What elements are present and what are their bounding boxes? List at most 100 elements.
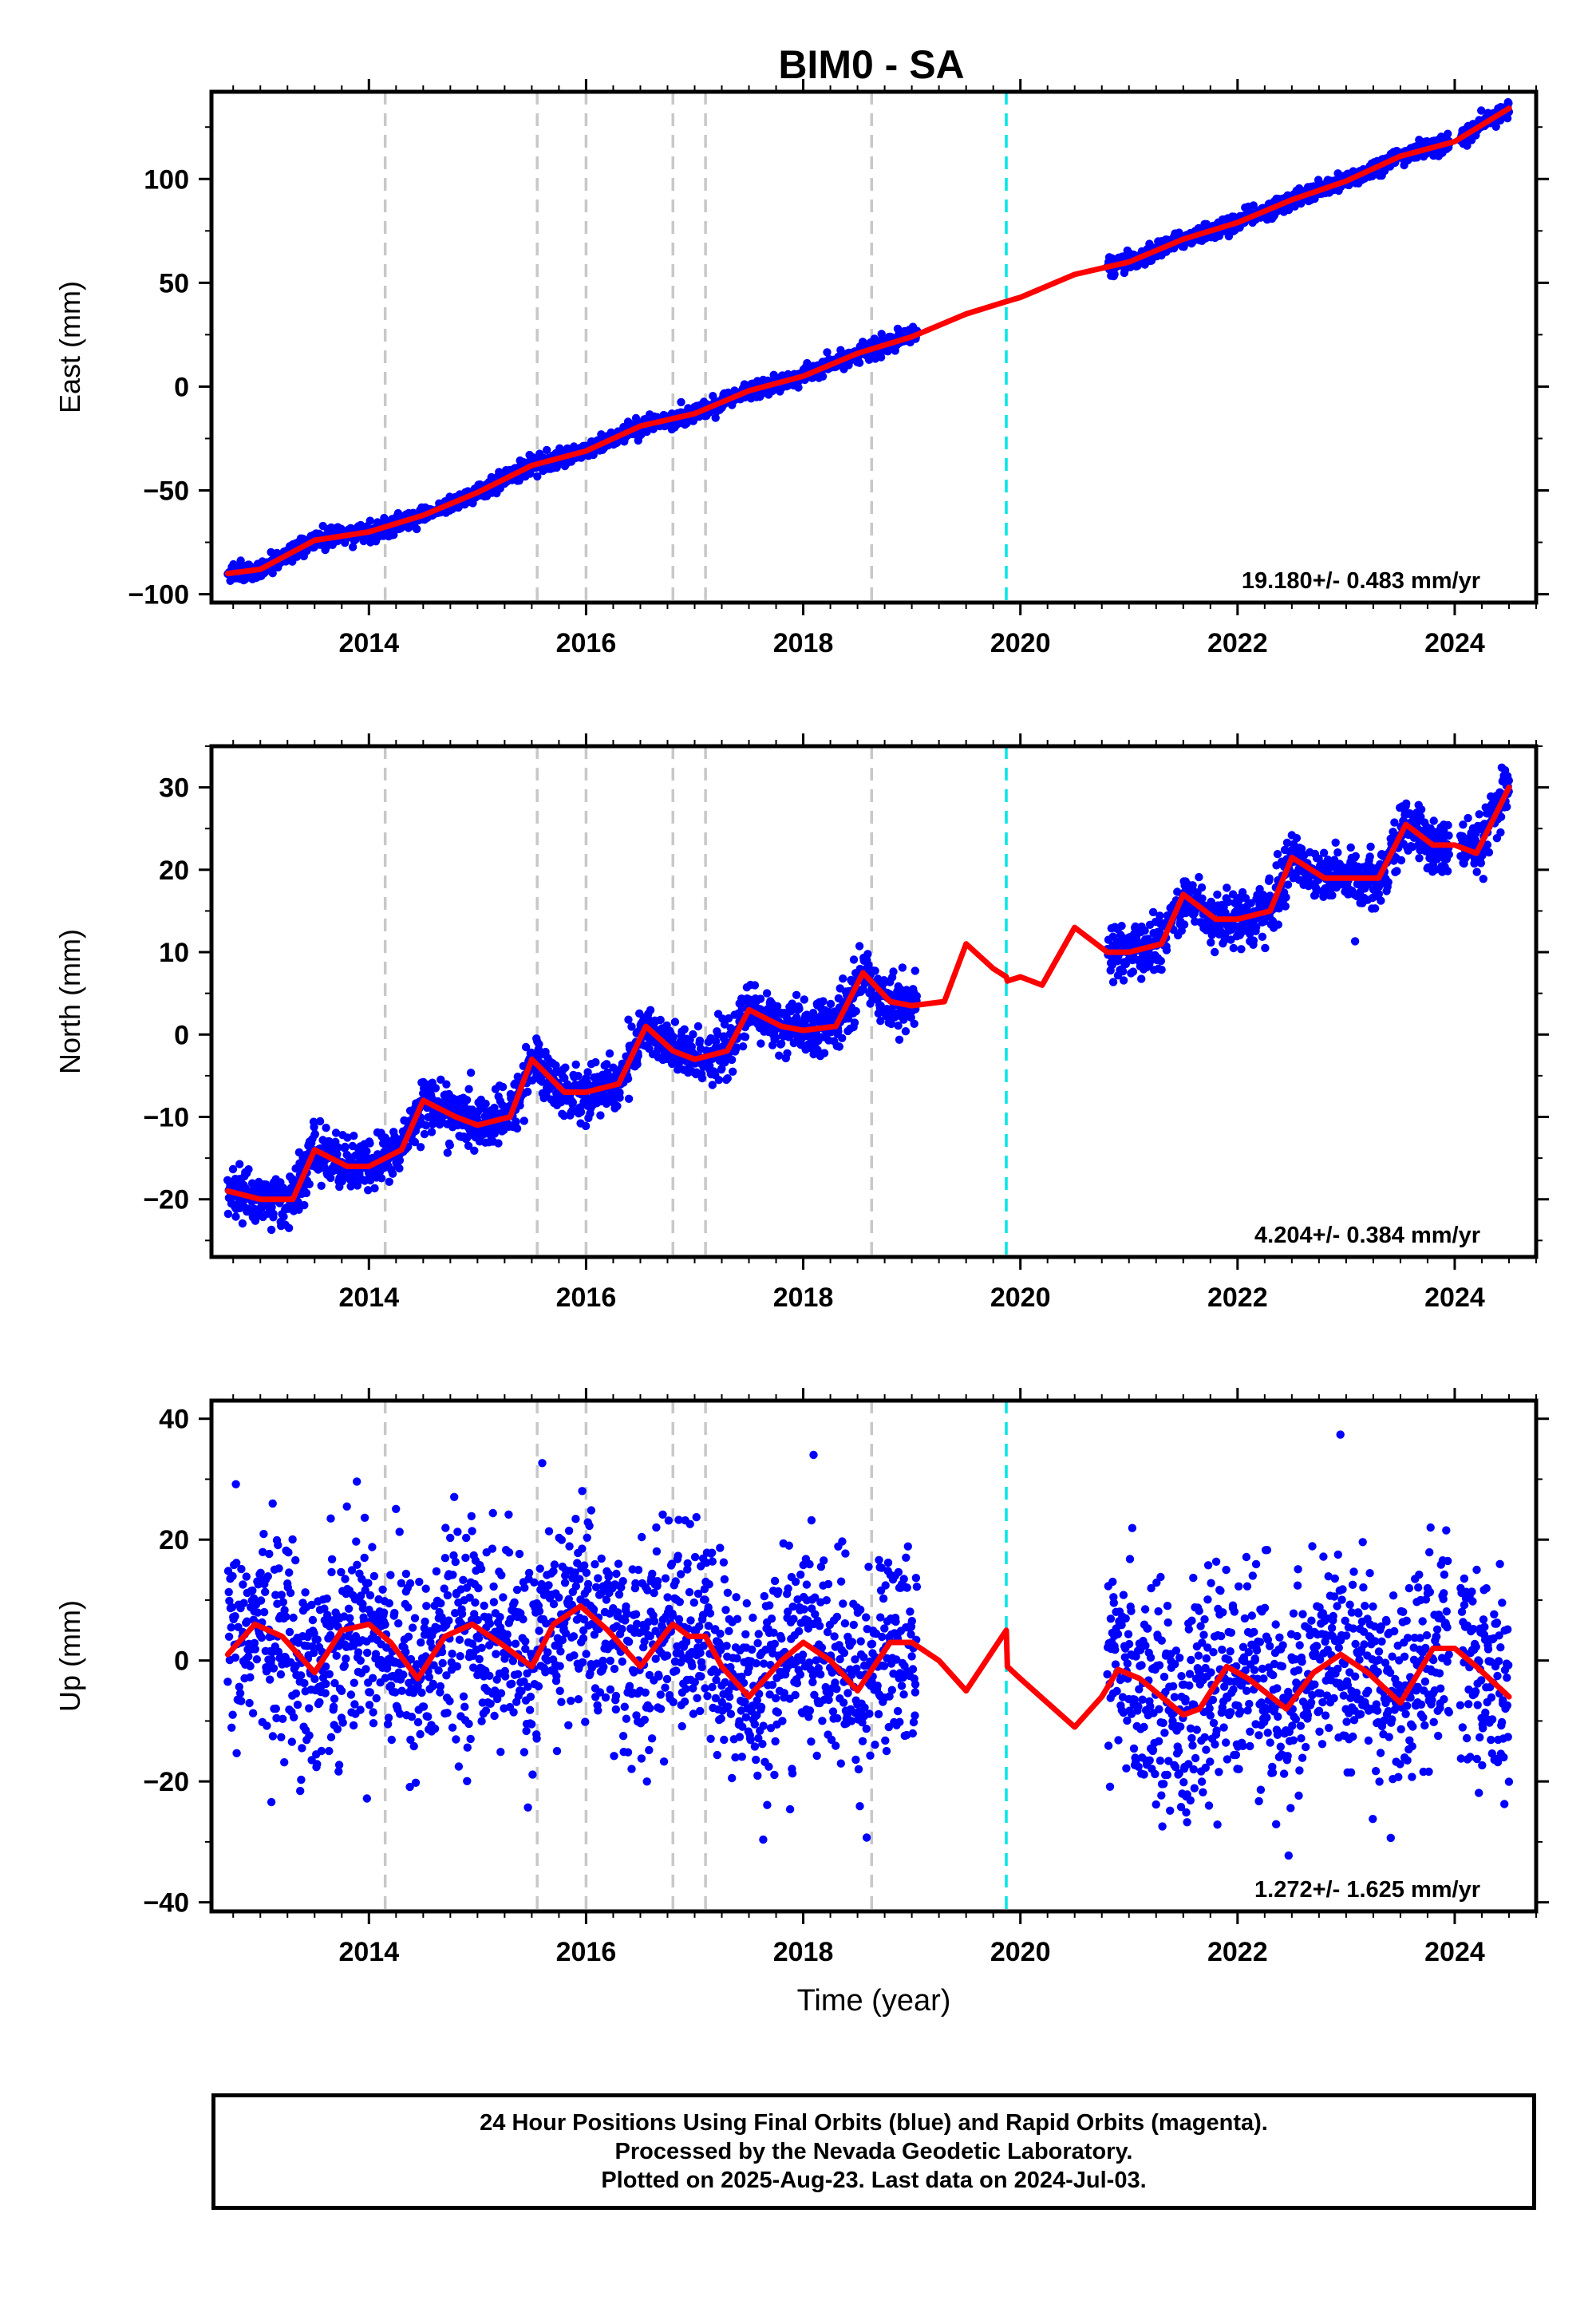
data-point	[1503, 114, 1512, 123]
data-point	[1365, 852, 1374, 861]
data-point	[364, 1186, 373, 1195]
data-point	[533, 472, 542, 481]
data-point	[1197, 883, 1207, 892]
data-point	[464, 1085, 473, 1093]
data-point	[1314, 854, 1323, 864]
data-point	[1221, 908, 1230, 917]
data-point	[1283, 880, 1293, 889]
data-point	[1333, 848, 1342, 857]
data-point	[732, 1043, 741, 1052]
data-point	[464, 1141, 473, 1151]
data-point	[437, 1075, 445, 1085]
data-point	[850, 1018, 859, 1027]
data-point	[1223, 883, 1231, 892]
data-point	[395, 1156, 405, 1165]
data-point	[901, 1027, 911, 1036]
data-point	[512, 1117, 520, 1126]
y-tick-label-50: 50	[159, 268, 189, 298]
data-point	[1258, 932, 1267, 942]
data-point	[596, 1111, 605, 1120]
data-point	[1140, 927, 1149, 935]
data-point	[624, 1015, 633, 1024]
data-point	[341, 1142, 350, 1152]
data-point	[826, 999, 836, 1009]
data-point	[709, 392, 717, 401]
data-point	[714, 1076, 723, 1085]
data-point	[442, 1080, 451, 1089]
model-fit-line	[224, 105, 1512, 577]
data-point	[1137, 974, 1146, 983]
data-point	[1162, 946, 1171, 954]
y-tick-label-0: 0	[174, 372, 189, 402]
data-point	[677, 397, 685, 407]
data-point	[871, 966, 879, 975]
data-point	[907, 1013, 915, 1022]
data-point	[772, 1002, 782, 1011]
data-point	[894, 1022, 903, 1030]
data-point	[1207, 938, 1215, 947]
data-point	[695, 1036, 705, 1045]
data-point	[851, 1006, 860, 1016]
data-point	[244, 1165, 253, 1174]
data-point	[1198, 894, 1207, 903]
data-point	[750, 981, 760, 990]
data-point	[235, 1160, 244, 1168]
data-point	[1249, 201, 1258, 210]
data-point	[294, 1205, 303, 1215]
data-point	[571, 1060, 580, 1069]
chart-title: BIM0 - SA	[778, 42, 964, 87]
data-point	[365, 516, 374, 525]
data-point	[839, 974, 847, 983]
y-tick-label-50: −50	[143, 476, 189, 507]
data-point	[535, 1040, 543, 1049]
data-point	[741, 1033, 750, 1041]
data-point	[775, 1051, 784, 1060]
data-point	[1108, 978, 1118, 986]
data-point	[1312, 887, 1321, 896]
data-point	[889, 967, 898, 976]
data-point	[334, 1143, 342, 1152]
data-point	[887, 1019, 896, 1029]
data-point	[634, 1051, 642, 1061]
data-point	[1393, 867, 1401, 875]
data-point	[315, 1117, 325, 1126]
data-point	[317, 1181, 326, 1191]
data-point	[388, 1169, 397, 1178]
plot-area	[223, 746, 1514, 1257]
data-point	[717, 1064, 726, 1073]
data-point	[348, 543, 358, 551]
data-point	[823, 348, 832, 357]
data-point	[568, 1098, 577, 1107]
data-point	[912, 991, 922, 1001]
data-point	[1213, 890, 1222, 899]
data-point	[855, 942, 864, 951]
data-point	[1223, 897, 1233, 907]
data-point	[633, 1060, 642, 1069]
data-point	[591, 1057, 600, 1067]
data-point	[559, 1111, 569, 1120]
data-point	[443, 1148, 452, 1157]
data-point	[365, 1139, 374, 1148]
data-point	[526, 469, 535, 478]
data-point	[624, 1094, 634, 1104]
data-point	[574, 1072, 583, 1081]
data-point	[305, 1180, 314, 1189]
x-tick-label-2018: 2018	[773, 628, 834, 658]
data-point	[729, 1067, 737, 1077]
data-point	[310, 1123, 318, 1132]
data-point	[331, 1128, 341, 1137]
data-point	[1249, 936, 1258, 945]
data-point	[783, 1049, 792, 1058]
data-point	[1266, 891, 1274, 900]
data-point	[1328, 891, 1337, 900]
data-point	[302, 1188, 311, 1198]
x-tick-label-2014: 2014	[338, 628, 399, 658]
data-point	[498, 1082, 508, 1092]
data-point	[1370, 904, 1380, 913]
data-point	[231, 1212, 240, 1221]
data-point	[1211, 947, 1219, 957]
data-point	[362, 1147, 371, 1156]
data-point	[581, 1121, 591, 1131]
